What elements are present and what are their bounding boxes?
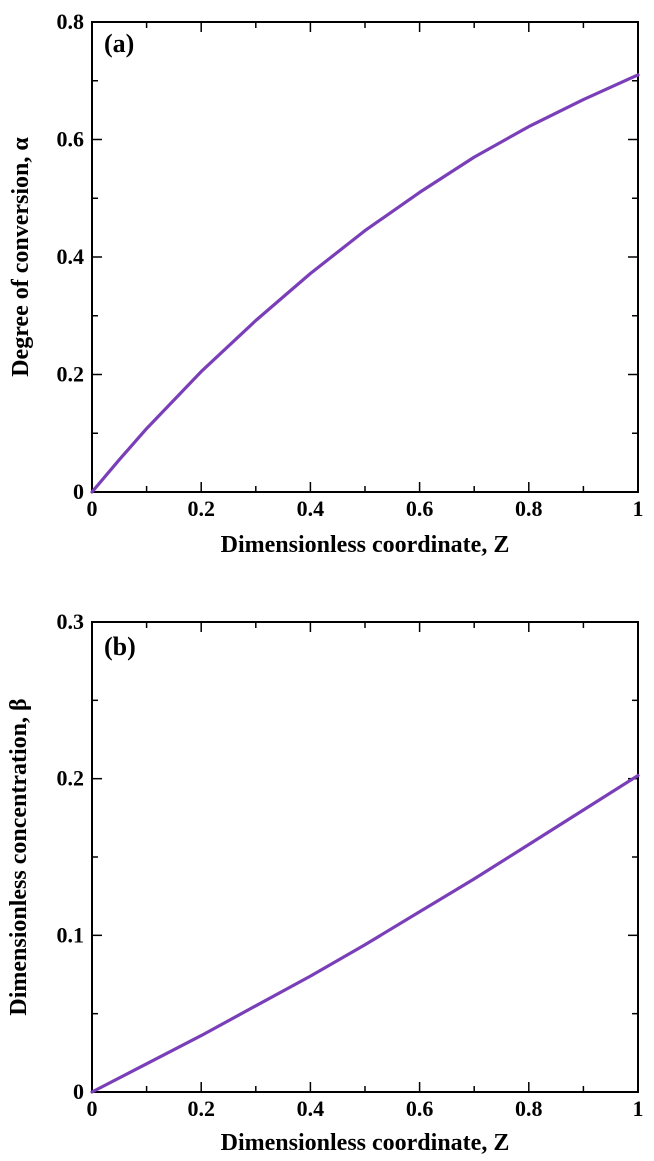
y-tick-label-b: 0 xyxy=(73,1079,84,1104)
plot-area-frame-a xyxy=(91,21,639,493)
x-axis-title-a: Dimensionless coordinate, Z xyxy=(221,532,510,558)
x-tick-label-b: 0.6 xyxy=(406,1096,434,1121)
y-tick-label-a: 0.4 xyxy=(57,244,85,269)
chart-panel-b: (b) 0 0.2 0.4 0.6 0.8 1 0 0.1 0.2 0.3 Dimensionl… xyxy=(6,609,644,1156)
x-ticks-b: 0 0.2 0.4 0.6 0.8 1 xyxy=(87,622,644,1121)
y-tick-label-b: 0.3 xyxy=(57,609,85,634)
x-tick-label-b: 0.4 xyxy=(297,1096,325,1121)
x-tick-label-b: 0 xyxy=(87,1096,98,1121)
x-tick-label-a: 0.2 xyxy=(187,496,215,521)
chart-panel-a: (a) 0 0.2 0.4 0.6 0.8 1 0 0.2 0.4 0.6 0.8 Dimensi… xyxy=(8,9,644,558)
x-tick-label-a: 0 xyxy=(87,496,98,521)
y-tick-label-a: 0.2 xyxy=(57,362,85,387)
y-axis-title-a: Degree of conversion, α xyxy=(8,137,34,377)
x-tick-label-b: 0.8 xyxy=(515,1096,543,1121)
panel-label-b: (b) xyxy=(104,632,136,661)
y-tick-label-a: 0 xyxy=(73,479,84,504)
y-ticks-b: 0 0.1 0.2 0.3 xyxy=(57,609,638,1104)
x-tick-label-a: 0.6 xyxy=(406,496,434,521)
series-line-a xyxy=(90,73,640,494)
y-tick-label-a: 0.6 xyxy=(57,127,85,152)
x-tick-label-a: 0.4 xyxy=(297,496,325,521)
x-tick-label-b: 0.2 xyxy=(187,1096,215,1121)
y-tick-label-a: 0.8 xyxy=(57,9,85,34)
y-axis-title-b: Dimensionless concentration, β xyxy=(6,698,32,1015)
x-tick-label-a: 1 xyxy=(633,496,644,521)
plot-area-frame-b xyxy=(91,621,639,1093)
y-ticks-a: 0 0.2 0.4 0.6 0.8 xyxy=(57,9,638,504)
x-ticks-a: 0 0.2 0.4 0.6 0.8 1 xyxy=(87,22,644,521)
series-line-b xyxy=(90,773,640,1094)
x-tick-label-a: 0.8 xyxy=(515,496,543,521)
panel-label-a: (a) xyxy=(104,29,134,58)
x-axis-title-b: Dimensionless coordinate, Z xyxy=(221,1130,510,1156)
x-tick-label-b: 1 xyxy=(633,1096,644,1121)
y-tick-label-b: 0.1 xyxy=(57,922,85,947)
y-tick-label-b: 0.2 xyxy=(57,766,85,791)
